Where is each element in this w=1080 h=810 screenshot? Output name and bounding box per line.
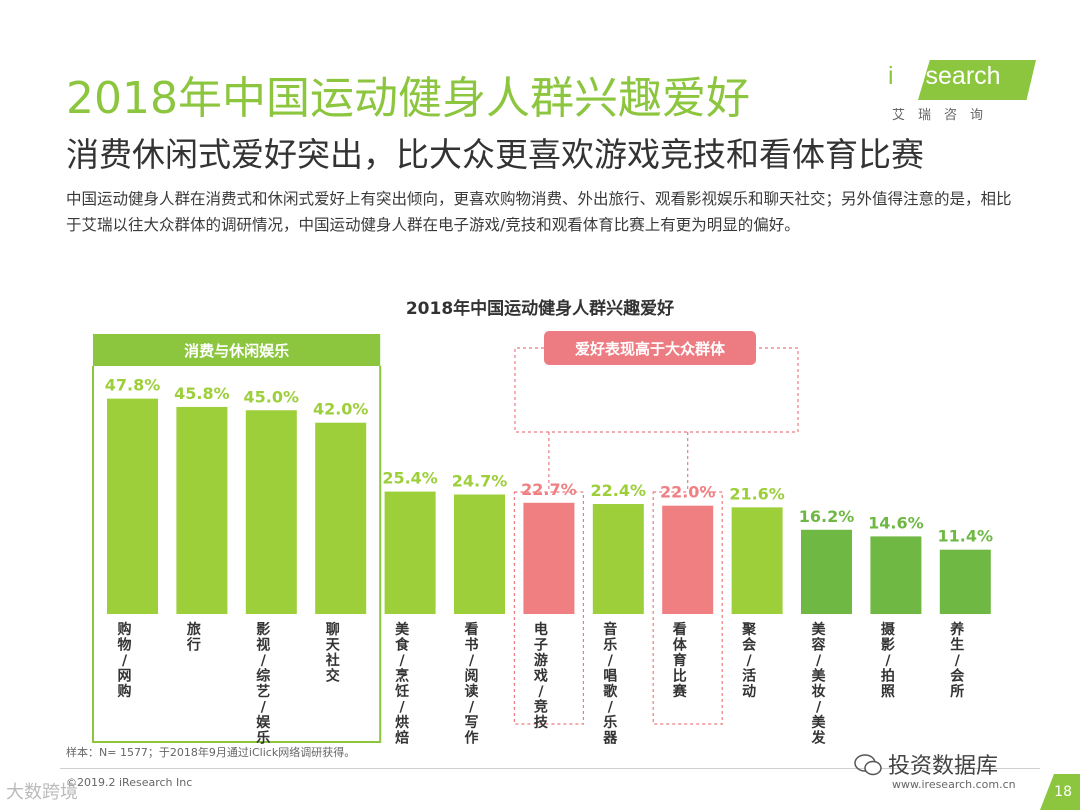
bar — [939, 549, 991, 597]
category-label: 美食/烹饪/烘焙 — [394, 621, 410, 747]
highlight-dotted-frame — [514, 347, 799, 433]
website-text: www.iresearch.com.cn — [892, 778, 1016, 791]
wechat-icon — [854, 754, 882, 776]
bar-base-band — [939, 597, 991, 614]
bar-base-band — [592, 597, 644, 614]
bar — [454, 494, 505, 597]
bar-value-label: 24.7% — [452, 471, 508, 490]
category-label: 看体育比赛 — [672, 621, 688, 700]
category-label: 音乐/唱歌/乐器 — [602, 621, 618, 747]
corner-watermark: 大数跨境 — [6, 782, 78, 803]
bar-base-band — [454, 597, 505, 614]
bar-value-label: 25.4% — [382, 469, 438, 488]
watermark-text: 投资数据库 — [888, 754, 999, 779]
logo-chinese-name: 艾瑞咨询 — [892, 108, 997, 123]
leisure-group-bracket — [92, 366, 382, 743]
category-label: 影视/综艺/娱乐 — [256, 622, 271, 747]
bar-value-label: 11.4% — [938, 527, 994, 546]
highlight-group-header — [544, 331, 756, 365]
sample-note: 样本：N= 1577；于2018年9月通过iClick网络调研获得。 — [66, 746, 356, 759]
bar-value-label: 45.8% — [174, 384, 230, 403]
highlight-bar-frame — [513, 491, 585, 725]
copyright-text: ©2019.2 iResearch Inc — [66, 776, 193, 789]
bar — [107, 398, 158, 597]
bar — [801, 529, 852, 597]
highlight-group-label: 爱好表现高于大众群体 — [575, 340, 726, 358]
bar — [592, 504, 644, 597]
category-label: 养生/会所 — [949, 621, 965, 700]
bar — [245, 410, 297, 597]
category-label: 旅行 — [186, 621, 201, 654]
category-label: 聊天社交 — [325, 621, 341, 685]
iresearch-logo: iResearch 艾瑞咨询 — [888, 60, 1038, 124]
summary-text: 中国运动健身人群在消费式和休闲式爱好上有突出倾向，更喜欢购物消费、外出旅行、观看… — [66, 190, 1012, 234]
bar — [315, 422, 367, 597]
bar-base-band — [870, 597, 922, 614]
bar-base-band — [245, 597, 297, 614]
bar-base-band — [176, 597, 228, 614]
bar-value-label: 42.0% — [313, 400, 369, 419]
wechat-watermark: 投资数据库 — [854, 748, 998, 780]
footer-divider — [60, 768, 1040, 769]
bar-value-label: 22.4% — [591, 481, 647, 500]
chart-title: 2018年中国运动健身人群兴趣爱好 — [406, 298, 674, 319]
logo-background — [918, 60, 1036, 100]
highlight-bar-frame — [652, 491, 723, 725]
page-number: 18 — [1054, 784, 1072, 800]
bar — [176, 406, 228, 597]
category-label: 美容/美妆/美发 — [811, 621, 827, 747]
bar-value-label: 14.6% — [868, 513, 924, 532]
bar-value-label: 16.2% — [799, 507, 855, 526]
bar-base-band — [315, 597, 367, 614]
bar-base-band — [523, 597, 575, 614]
bar-base-band — [731, 597, 783, 614]
bar — [731, 507, 783, 597]
bar — [523, 502, 575, 597]
bar-base-band — [107, 597, 158, 614]
bar — [384, 491, 436, 597]
bar-value-label: 22.7% — [521, 480, 577, 499]
category-label: 聚会/活动 — [741, 622, 757, 700]
bar-base-band — [801, 597, 852, 614]
leisure-group-label: 消费与休闲娱乐 — [184, 342, 289, 360]
bar-value-label: 47.8% — [105, 376, 161, 395]
leisure-group-header — [93, 334, 381, 366]
bar-base-band — [384, 597, 436, 614]
page-subtitle: 消费休闲式爱好突出，比大众更喜欢游戏竞技和看体育比赛 — [66, 135, 924, 174]
bar — [870, 536, 922, 597]
category-label: 电子游戏/竞技 — [533, 621, 549, 731]
page-title: 2018年中国运动健身人群兴趣爱好 — [66, 73, 750, 124]
logo-wordmark: iResearch — [888, 62, 1001, 90]
bar-value-label: 22.0% — [660, 483, 716, 502]
bar — [662, 505, 714, 597]
bar-value-label: 45.0% — [244, 387, 300, 406]
category-label: 购物/网购 — [118, 621, 132, 700]
category-label: 看书/阅读/写作 — [464, 621, 479, 747]
bar-base-band — [662, 597, 714, 614]
category-label: 摄影/拍照 — [881, 621, 896, 700]
bar-value-label: 21.6% — [729, 484, 785, 503]
